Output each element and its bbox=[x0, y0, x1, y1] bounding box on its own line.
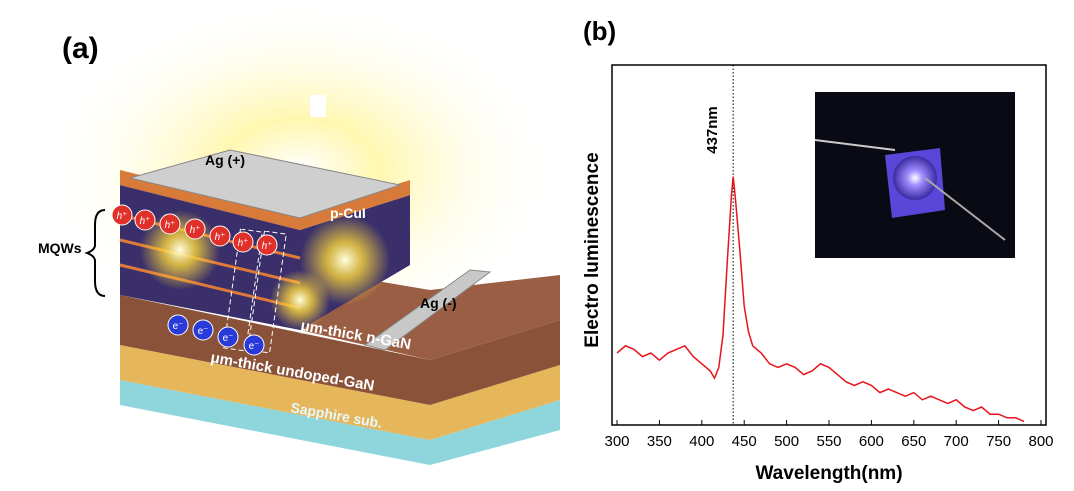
x-tick-label: 300 bbox=[604, 433, 629, 450]
electron-label: e⁻ bbox=[198, 326, 209, 337]
electron-label: e⁻ bbox=[249, 341, 260, 352]
annotation-label: 437nm bbox=[704, 106, 721, 154]
x-tick-label: 750 bbox=[986, 433, 1011, 450]
electron-label: e⁻ bbox=[223, 333, 234, 344]
panel-label: (b) bbox=[583, 16, 616, 46]
x-tick-label: 700 bbox=[944, 433, 969, 450]
hole-label: h⁺ bbox=[117, 211, 128, 222]
x-tick-label: 400 bbox=[689, 433, 714, 450]
hole-label: h⁺ bbox=[165, 220, 176, 231]
x-tick-label: 550 bbox=[816, 433, 841, 450]
hole-label: h⁺ bbox=[215, 232, 226, 243]
schematic bbox=[40, 0, 560, 465]
anode-label: Ag (+) bbox=[205, 152, 245, 168]
inset-glow bbox=[893, 156, 937, 200]
hole-label: h⁺ bbox=[262, 241, 273, 252]
x-tick-label: 600 bbox=[859, 433, 884, 450]
x-tick-label: 500 bbox=[774, 433, 799, 450]
hole-label: h⁺ bbox=[140, 216, 151, 227]
hole-label: h⁺ bbox=[190, 225, 201, 236]
cathode-label: Ag (-) bbox=[420, 295, 457, 311]
x-tick-label: 350 bbox=[647, 433, 672, 450]
mqw-label: MQWs bbox=[38, 240, 82, 256]
panel-label: (a) bbox=[62, 32, 99, 65]
x-axis-label: Wavelength(nm) bbox=[755, 463, 902, 484]
electron-label: e⁻ bbox=[173, 321, 184, 332]
p-layer-label: p-CuI bbox=[330, 205, 366, 221]
x-tick-label: 800 bbox=[1028, 433, 1053, 450]
y-axis-label: Electro luminescence bbox=[582, 152, 603, 347]
hole-label: h⁺ bbox=[238, 238, 249, 249]
x-tick-label: 450 bbox=[732, 433, 757, 450]
x-tick-label: 650 bbox=[901, 433, 926, 450]
figure: h⁺h⁺h⁺h⁺h⁺h⁺h⁺e⁻e⁻e⁻e⁻ (a) Ag (+) p-CuI … bbox=[0, 0, 1074, 491]
light-spot bbox=[310, 95, 326, 117]
